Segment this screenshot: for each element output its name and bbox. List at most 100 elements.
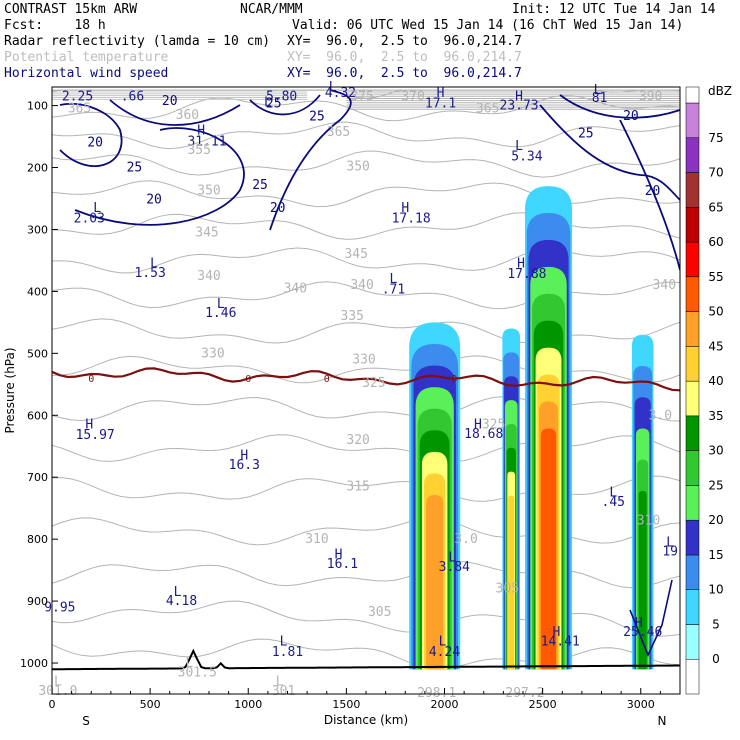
- theta-contour-label: 330: [352, 353, 375, 368]
- x-tick-label: 3000: [627, 698, 655, 711]
- theta-contour: [52, 434, 680, 463]
- y-tick-label: 600: [27, 409, 48, 422]
- colorbar-swatch: [685, 207, 700, 243]
- wind-contour: [539, 104, 680, 201]
- colorbar-swatch: [685, 102, 700, 139]
- theta-contour: [52, 212, 680, 240]
- extremum-label: 4.24: [429, 645, 460, 660]
- theta-contour: [52, 247, 680, 274]
- extremum-label: L: [439, 634, 447, 649]
- field-name-reflectivity: Radar reflectivity (lamda = 10 cm): [4, 34, 271, 49]
- extremum-label: H: [240, 449, 248, 464]
- colorbar-tick-label: 5: [712, 617, 720, 631]
- y-tick-label: 200: [27, 162, 48, 175]
- extremum-label: 18.68: [464, 427, 503, 442]
- extremum-label: H: [474, 418, 482, 433]
- theta-contour-label: 340: [284, 281, 307, 296]
- y-tick-label: 1000: [20, 657, 48, 670]
- colorbar-tick-label: 35: [708, 409, 723, 423]
- theta-contour-label: 3.0: [649, 408, 672, 423]
- y-tick-label: 400: [27, 285, 48, 298]
- colorbar-swatch: [685, 311, 700, 347]
- theta-contour-label: 3.0: [454, 532, 477, 547]
- theta-contour-label: 310: [637, 514, 660, 529]
- freezing-level-label: 0: [245, 374, 251, 385]
- x-tick-label: 0: [49, 698, 56, 711]
- theta-contour: [52, 396, 680, 422]
- reflectivity-cell-3-30: [638, 490, 647, 670]
- extremum-label: H: [335, 548, 343, 563]
- colorbar-swatch: [685, 624, 700, 660]
- colorbar-swatch: [685, 241, 700, 278]
- field-name-wind: Horizontal wind speed: [4, 66, 169, 81]
- wind-speed-contours: [59, 89, 680, 658]
- extremum-label: L: [54, 675, 62, 690]
- extremum-label: 3.84: [439, 560, 470, 575]
- extremum-label: 23.73: [500, 99, 539, 114]
- extremum-label: 14.41: [541, 634, 580, 649]
- extremum-label: 16.1: [327, 557, 358, 572]
- field-name-theta: Potential temperature: [4, 50, 169, 65]
- wind-contour-label: 20: [162, 94, 178, 109]
- theta-contour-label: 390: [639, 89, 662, 104]
- init-time: Init: 12 UTC Tue 14 Jan 14: [512, 2, 716, 17]
- theta-contour: [52, 318, 680, 344]
- colorbar-tick-label: 10: [708, 583, 723, 597]
- extremum-label: L: [185, 656, 193, 671]
- reflectivity-cell-0-45: [426, 494, 444, 670]
- colorbar-tick-label: 30: [708, 444, 723, 458]
- wind-contour-label: 25: [266, 97, 282, 112]
- extremum-label: H: [85, 418, 93, 433]
- y-tick-label: 800: [27, 533, 48, 546]
- colorbar-swatch: [685, 450, 700, 486]
- theta-contour: [52, 355, 680, 384]
- extremum-label: 15.97: [76, 428, 115, 443]
- theta-contour-label: 340: [197, 269, 220, 284]
- freezing-level-line: [52, 367, 680, 392]
- theta-contour: [52, 600, 680, 637]
- colorbar-unit: dBZ: [708, 84, 732, 98]
- extremum-label: L: [280, 634, 288, 649]
- wind-contour: [249, 94, 321, 116]
- wind-contour-label: 25: [252, 178, 268, 193]
- extremum-label: H: [197, 123, 205, 138]
- extremum-label: 4.32: [325, 86, 356, 101]
- theta-contour-label: 340: [653, 278, 676, 293]
- extremum-label: L: [93, 201, 101, 216]
- colorbar-top-cap: [685, 86, 700, 104]
- terrain-line: [52, 648, 680, 671]
- extremum-label: 17.88: [507, 267, 546, 282]
- extremum-label: 298.1: [417, 686, 456, 701]
- theta-contour-label: 340: [350, 278, 373, 293]
- extremum-label: L: [217, 297, 225, 312]
- colorbar-tick-label: 65: [708, 200, 723, 214]
- model-title: CONTRAST 15km ARW: [4, 2, 138, 17]
- theta-contour-label: 360: [176, 108, 199, 123]
- reflectivity-field: 0 0 0 0: [52, 186, 680, 670]
- extremum-label: 17.18: [392, 211, 431, 226]
- theta-contour-label: 320: [346, 433, 369, 448]
- freezing-level-label: 0: [88, 374, 94, 385]
- axes: 0 500 1000 1500 2000 2500 30001002003004005006…: [3, 100, 666, 728]
- extremum-label: 16.3: [229, 458, 260, 473]
- extremum-label: L: [390, 272, 398, 287]
- wind-contour-label: 20: [623, 109, 639, 124]
- theta-contour-label: 310: [305, 532, 328, 547]
- potential-temperature-contours: [52, 89, 680, 670]
- theta-contour: [52, 150, 680, 178]
- theta-contour-label: 305: [496, 582, 519, 597]
- colorbar-tick-label: 15: [708, 548, 723, 562]
- theta-contour-label: 325: [482, 418, 505, 433]
- theta-contour-label: 365: [68, 102, 91, 117]
- colorbar-tick-label: 25: [708, 478, 723, 492]
- colorbar-tick-label: 70: [708, 166, 723, 180]
- theta-contour-label: 370: [401, 89, 424, 104]
- freezing-level-label: 0: [451, 374, 457, 385]
- extremum-label: H: [401, 201, 409, 216]
- colorbar-swatch: [685, 276, 700, 312]
- colorbar-swatch: [685, 137, 700, 173]
- theta-contour-label: 305: [368, 605, 391, 620]
- forecast-hour: Fcst: 18 h: [4, 18, 106, 33]
- extremum-label: 1.46: [205, 306, 236, 321]
